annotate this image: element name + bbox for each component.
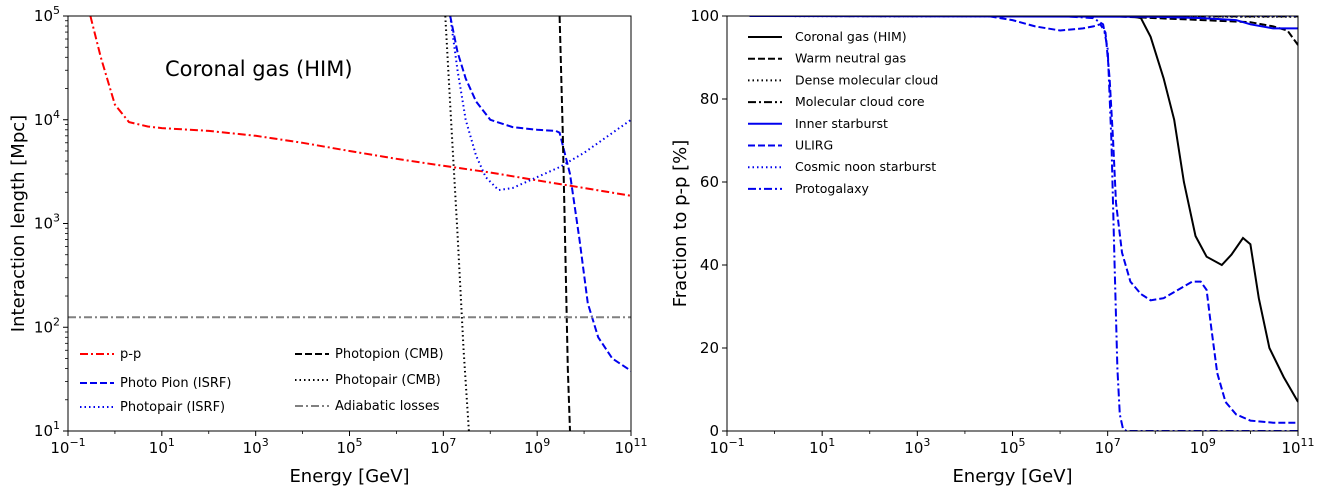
left-x-tick-label: 1011 [614,436,647,457]
right-series-line-4 [749,16,1298,30]
right-x-tick-label: 107 [1095,436,1121,457]
right-x-tick-label: 105 [999,436,1025,457]
right-legend-label-4: Inner starburst [795,116,888,131]
left-x-tick-label: 101 [149,436,175,457]
right-x-tick-label: 109 [1190,436,1216,457]
right-x-axis-label: Energy [GeV] [952,466,1072,487]
right-chart: 10−1 101 103 105 107 109 1011 0 20 40 60 80 100 Ener… [670,7,1315,487]
right-legend-label-7: Protogalaxy [795,181,870,196]
right-y-tick-label: 0 [709,422,719,440]
left-x-tick-label: 103 [243,436,269,457]
left-y-tick-label: 104 [34,108,60,129]
right-x-tick-label: 10−1 [709,436,744,457]
left-legend-label-1: Photo Pion (ISRF) [120,376,231,391]
right-y-tick-label: 80 [700,90,719,108]
left-legend: p-p Photo Pion (ISRF) Photopair (ISRF) Phot… [80,347,444,415]
right-legend: Coronal gas (HIM) Warm neutral gas Dense m… [748,29,938,196]
left-x-tick-label: 105 [336,436,362,457]
left-legend-label-0: p-p [120,347,141,362]
left-annotation: Coronal gas (HIM) [165,57,353,81]
right-series-line-5 [749,16,1298,424]
right-legend-label-1: Warm neutral gas [795,51,906,66]
left-legend-label-3: Photopion (CMB) [335,347,444,362]
left-x-tick-label: 107 [430,436,456,457]
right-legend-label-3: Molecular cloud core [795,94,925,109]
right-y-tick-label: 20 [700,339,719,357]
right-series-line-7 [749,16,1298,431]
right-legend-label-2: Dense molecular cloud [795,72,938,87]
left-series-group [68,16,631,431]
right-legend-label-0: Coronal gas (HIM) [795,29,907,44]
left-series-line-3 [558,16,571,431]
right-y-tick-label: 60 [700,173,719,191]
left-y-tick-label: 102 [34,315,60,336]
right-y-axis-label: Fraction to p-p [%] [670,140,691,308]
left-y-axis-label: Interaction length [Mpc] [8,115,29,332]
right-ticks: 10−1 101 103 105 107 109 1011 0 20 40 60 80 100 [690,7,1314,457]
left-series-line-0 [89,16,631,197]
right-legend-label-6: Cosmic noon starburst [795,159,936,174]
left-series-line-1 [449,16,631,372]
left-legend-label-5: Adiabatic losses [335,399,440,414]
right-x-tick-label: 103 [904,436,930,457]
left-y-tick-label: 103 [34,212,60,233]
right-x-tick-label: 101 [809,436,835,457]
right-x-tick-label: 1011 [1281,436,1314,457]
right-y-tick-label: 40 [700,256,719,274]
left-x-tick-label: 109 [524,436,550,457]
right-y-tick-label: 100 [690,7,719,25]
right-legend-label-5: ULIRG [795,138,833,153]
left-y-tick-label: 101 [34,419,60,440]
left-y-tick-label: 105 [34,4,60,25]
left-x-axis-label: Energy [GeV] [289,466,409,487]
left-legend-label-4: Photopair (CMB) [335,373,441,388]
left-legend-label-2: Photopair (ISRF) [120,400,225,415]
left-x-tick-label: 10−1 [50,436,85,457]
